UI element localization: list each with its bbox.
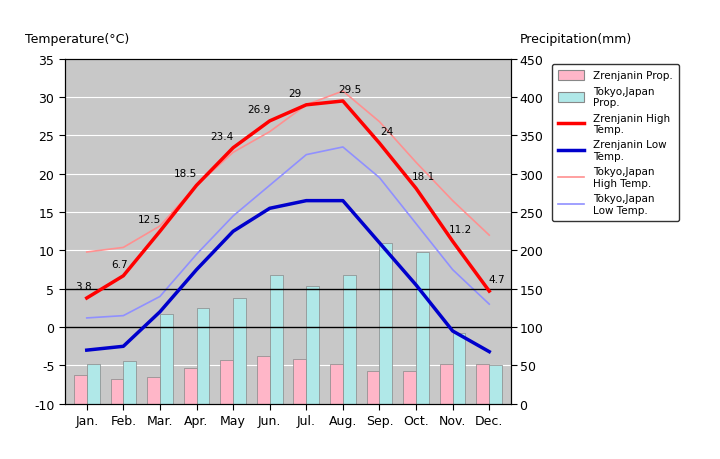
Bar xyxy=(197,308,210,404)
Bar xyxy=(330,364,343,404)
Bar xyxy=(111,379,123,404)
Bar xyxy=(86,364,99,404)
Text: 18.5: 18.5 xyxy=(174,169,197,179)
Bar xyxy=(123,361,136,404)
Text: 4.7: 4.7 xyxy=(488,274,505,285)
Bar xyxy=(403,371,416,404)
Bar xyxy=(306,286,319,404)
Text: 29: 29 xyxy=(289,89,302,99)
Text: 18.1: 18.1 xyxy=(412,172,435,182)
Bar xyxy=(416,252,429,404)
Legend: Zrenjanin Prop., Tokyo,Japan
Prop., Zrenjanin High
Temp., Zrenjanin Low
Temp., T: Zrenjanin Prop., Tokyo,Japan Prop., Zren… xyxy=(552,65,679,221)
Bar xyxy=(160,314,173,404)
Bar xyxy=(440,364,453,404)
Text: 23.4: 23.4 xyxy=(210,132,234,141)
Bar xyxy=(233,298,246,404)
Text: 26.9: 26.9 xyxy=(247,105,270,115)
Bar xyxy=(343,275,356,404)
Bar xyxy=(74,375,86,404)
Bar xyxy=(366,371,379,404)
Text: 24: 24 xyxy=(380,127,393,137)
Text: 11.2: 11.2 xyxy=(449,225,472,235)
Bar xyxy=(294,359,306,404)
Text: 6.7: 6.7 xyxy=(112,259,128,269)
Bar xyxy=(257,356,270,404)
Bar xyxy=(490,365,502,404)
Bar xyxy=(453,333,465,404)
Text: Temperature(°C): Temperature(°C) xyxy=(24,33,129,46)
Bar xyxy=(147,377,160,404)
Bar xyxy=(184,368,197,404)
Bar xyxy=(379,243,392,404)
Text: 29.5: 29.5 xyxy=(338,85,362,95)
Bar xyxy=(220,360,233,404)
Text: 12.5: 12.5 xyxy=(138,215,161,225)
Bar xyxy=(270,275,282,404)
Text: Precipitation(mm): Precipitation(mm) xyxy=(520,33,632,46)
Bar xyxy=(477,364,490,404)
Text: 3.8: 3.8 xyxy=(75,281,91,291)
